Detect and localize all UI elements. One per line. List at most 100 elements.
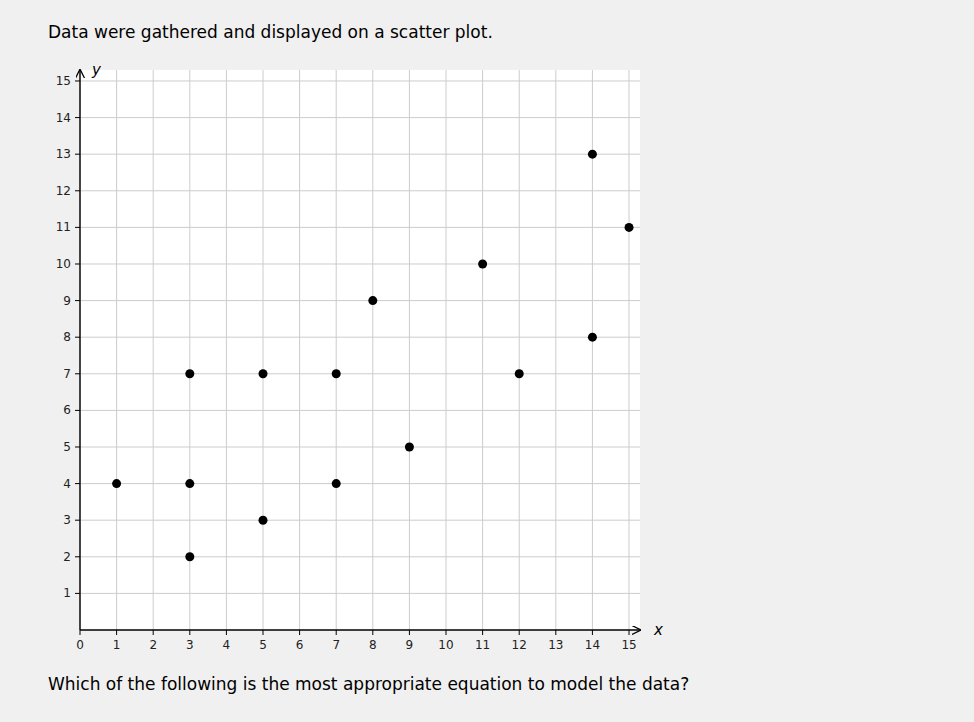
- tick-label: 3: [186, 638, 194, 652]
- tick-mark: [189, 630, 190, 635]
- grid-line: [80, 300, 640, 301]
- point: [185, 552, 194, 561]
- chart: Data were gathered and displayed on a sc…: [0, 0, 974, 722]
- x-ticks: 0123456789101112131415: [76, 630, 636, 652]
- point: [112, 479, 121, 488]
- tick-label: 15: [56, 74, 71, 88]
- tick-mark: [446, 630, 447, 635]
- tick-label: 6: [296, 638, 304, 652]
- grid-line: [80, 446, 640, 447]
- grid-line: [80, 556, 640, 557]
- tick-label: 1: [63, 586, 71, 600]
- tick-mark: [372, 630, 373, 635]
- tick-mark: [629, 630, 630, 635]
- tick-mark: [75, 227, 80, 228]
- tick-label: 10: [56, 257, 71, 271]
- grid-line: [80, 593, 640, 594]
- tick-label: 7: [332, 638, 340, 652]
- tick-label: 15: [621, 638, 636, 652]
- point: [185, 369, 194, 378]
- tick-label: 4: [63, 477, 71, 491]
- point: [588, 150, 597, 159]
- point: [185, 479, 194, 488]
- tick-label: 0: [76, 638, 84, 652]
- grid-line: [80, 154, 640, 155]
- tick-label: 13: [56, 147, 71, 161]
- tick-mark: [75, 300, 80, 301]
- grid-line: [80, 483, 640, 484]
- y-axis-label: y: [91, 61, 102, 79]
- tick-label: 6: [63, 403, 71, 417]
- tick-label: 2: [149, 638, 157, 652]
- tick-mark: [482, 630, 483, 635]
- point: [515, 369, 524, 378]
- tick-mark: [75, 483, 80, 484]
- tick-label: 1: [113, 638, 121, 652]
- grid: [80, 70, 640, 630]
- point: [368, 296, 377, 305]
- grid-line: [80, 227, 640, 228]
- point: [405, 442, 414, 451]
- grid-line: [80, 117, 640, 118]
- tick-label: 10: [438, 638, 453, 652]
- title: Data were gathered and displayed on a sc…: [48, 22, 493, 42]
- tick-mark: [75, 117, 80, 118]
- tick-mark: [75, 80, 80, 81]
- tick-mark: [75, 373, 80, 374]
- tick-label: 14: [585, 638, 600, 652]
- grid-line: [80, 337, 640, 338]
- tick-mark: [226, 630, 227, 635]
- tick-label: 5: [63, 440, 71, 454]
- tick-mark: [75, 556, 80, 557]
- tick-mark: [153, 630, 154, 635]
- point: [332, 369, 341, 378]
- footer: Which of the following is the most appro…: [48, 674, 689, 694]
- tick-mark: [75, 520, 80, 521]
- tick-label: 8: [369, 638, 377, 652]
- grid-line: [80, 190, 640, 191]
- tick-mark: [75, 410, 80, 411]
- tick-label: 14: [56, 111, 71, 125]
- point: [478, 259, 487, 268]
- tick-mark: [116, 630, 117, 635]
- point: [332, 479, 341, 488]
- point: [588, 333, 597, 342]
- tick-mark: [299, 630, 300, 635]
- tick-mark: [263, 630, 264, 635]
- grid-line: [80, 410, 640, 411]
- tick-label: 3: [63, 513, 71, 527]
- tick-mark: [80, 630, 81, 635]
- grid-line: [80, 373, 640, 374]
- tick-mark: [75, 154, 80, 155]
- tick-mark: [409, 630, 410, 635]
- point: [259, 369, 268, 378]
- tick-label: 13: [548, 638, 563, 652]
- tick-label: 12: [512, 638, 527, 652]
- grid-line: [80, 263, 640, 264]
- tick-label: 2: [63, 550, 71, 564]
- tick-label: 8: [63, 330, 71, 344]
- x-axis-label: x: [653, 621, 663, 639]
- tick-mark: [75, 190, 80, 191]
- plot-background: [80, 70, 640, 630]
- tick-mark: [75, 593, 80, 594]
- tick-label: 9: [63, 294, 71, 308]
- point: [625, 223, 634, 232]
- points: [112, 150, 633, 562]
- tick-label: 11: [56, 220, 71, 234]
- grid-line: [80, 520, 640, 521]
- point: [259, 516, 268, 525]
- tick-mark: [75, 446, 80, 447]
- tick-label: 9: [406, 638, 414, 652]
- tick-label: 12: [56, 184, 71, 198]
- tick-mark: [519, 630, 520, 635]
- tick-mark: [592, 630, 593, 635]
- grid-line: [80, 80, 640, 81]
- tick-label: 11: [475, 638, 490, 652]
- tick-mark: [75, 337, 80, 338]
- y-ticks: 123456789101112131415: [56, 74, 80, 600]
- tick-mark: [75, 263, 80, 264]
- tick-label: 4: [223, 638, 231, 652]
- tick-mark: [555, 630, 556, 635]
- tick-label: 7: [63, 367, 71, 381]
